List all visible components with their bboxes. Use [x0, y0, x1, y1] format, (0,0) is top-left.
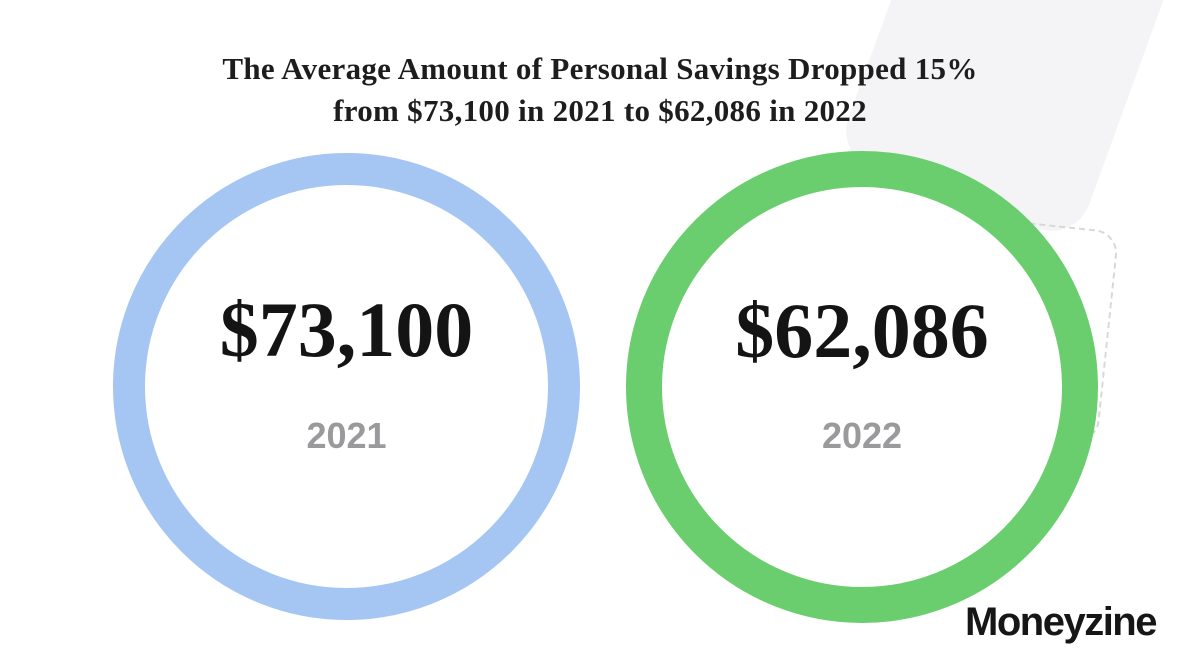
year-label-2022: 2022	[821, 415, 903, 456]
savings-amount-2022: $62,086	[735, 287, 989, 374]
savings-circle-2021: $73,100 2021	[113, 153, 580, 620]
moneyzine-logo: Moneyzine	[965, 600, 1157, 644]
chart-title-line-2: from $73,100 in 2021 to $62,086 in 2022	[333, 93, 867, 128]
chart-title: The Average Amount of Personal Savings D…	[0, 48, 1200, 132]
year-label-2021: 2021	[306, 414, 387, 456]
chart-title-line-1: The Average Amount of Personal Savings D…	[222, 51, 978, 86]
savings-amount-2021: $73,100	[219, 286, 474, 374]
savings-circle-2022: $62,086 2022	[626, 151, 1098, 623]
